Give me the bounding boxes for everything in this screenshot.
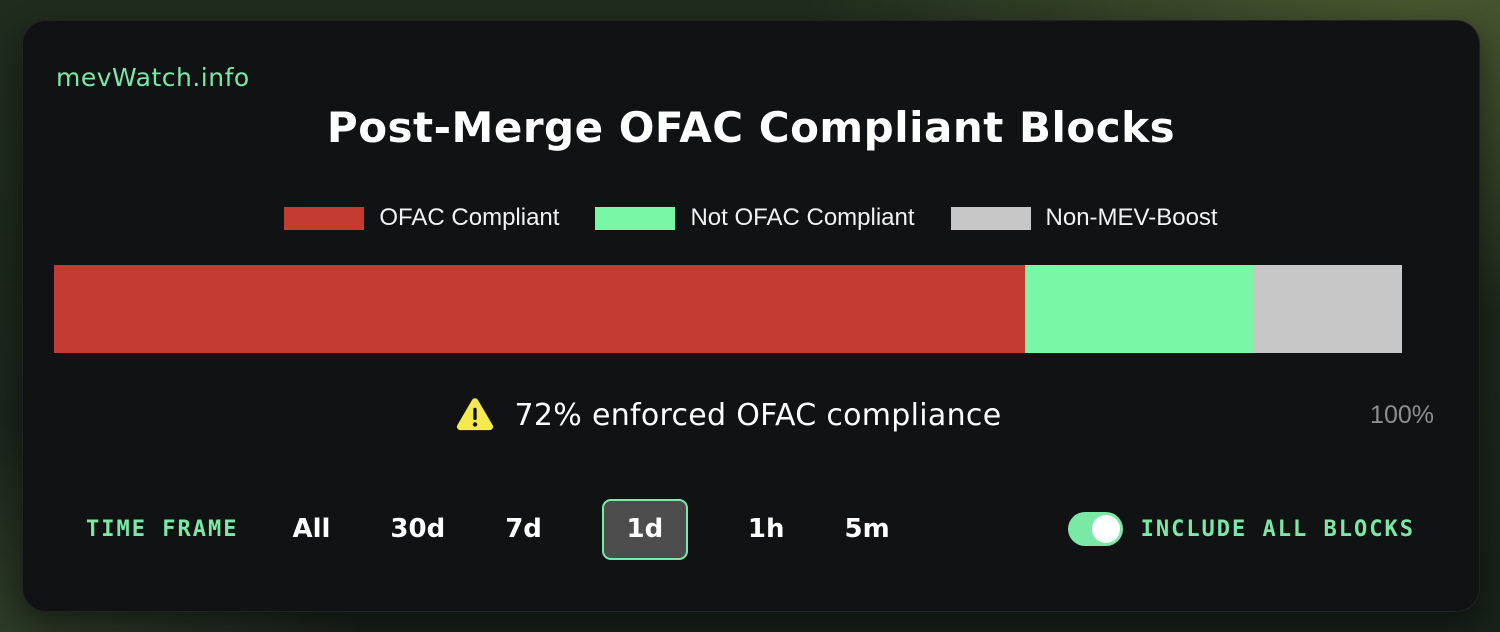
chart-footer: 72% enforced OFAC compliance 100%: [54, 353, 1434, 463]
bar-segment-non-mev-boost: [1253, 265, 1402, 353]
toggle-knob: [1091, 515, 1120, 543]
bar-segment-not-ofac-compliant: [1024, 265, 1254, 353]
legend-label: Non-MEV-Boost: [1045, 204, 1218, 231]
include-all-blocks-toggle[interactable]: [1067, 512, 1123, 546]
legend-swatch: [950, 206, 1031, 230]
legend-swatch: [595, 206, 676, 230]
page-title: Post-Merge OFAC Compliant Blocks: [326, 103, 1176, 152]
legend-item-non-mev-boost: Non-MEV-Boost: [950, 204, 1218, 232]
legend-swatch: [284, 206, 365, 230]
controls-row: TIME FRAME All 30d 7d 1d 1h 5m INCLUDE A…: [86, 498, 1415, 560]
legend-label: OFAC Compliant: [379, 204, 560, 231]
timeframe-option-all[interactable]: All: [292, 514, 331, 544]
legend-item-ofac-compliant: OFAC Compliant: [284, 204, 559, 232]
axis-max-label: 100%: [1370, 401, 1434, 429]
warning-icon: [455, 397, 495, 433]
caption-text: 72% enforced OFAC compliance: [514, 397, 1002, 433]
bar-segment-ofac-compliant: [54, 265, 1025, 353]
legend-label: Not OFAC Compliant: [690, 204, 915, 231]
timeframe-options: All 30d 7d 1d 1h 5m: [292, 498, 890, 560]
compliance-caption: 72% enforced OFAC compliance: [54, 397, 1402, 433]
site-logo[interactable]: mevWatch.info: [56, 63, 250, 92]
legend-item-not-ofac-compliant: Not OFAC Compliant: [595, 204, 915, 232]
timeframe-option-1h[interactable]: 1h: [747, 514, 785, 544]
stacked-bar: [54, 265, 1402, 353]
timeframe-option-1d[interactable]: 1d: [601, 498, 688, 560]
timeframe-option-5m[interactable]: 5m: [844, 514, 890, 544]
include-all-blocks-label: INCLUDE ALL BLOCKS: [1140, 516, 1415, 542]
timeframe-label: TIME FRAME: [86, 516, 239, 542]
timeframe-option-7d[interactable]: 7d: [505, 514, 542, 544]
legend: OFAC Compliant Not OFAC Compliant Non-ME…: [23, 204, 1479, 232]
timeframe-option-30d[interactable]: 30d: [390, 514, 446, 544]
dashboard-card: mevWatch.info Post-Merge OFAC Compliant …: [22, 20, 1480, 612]
